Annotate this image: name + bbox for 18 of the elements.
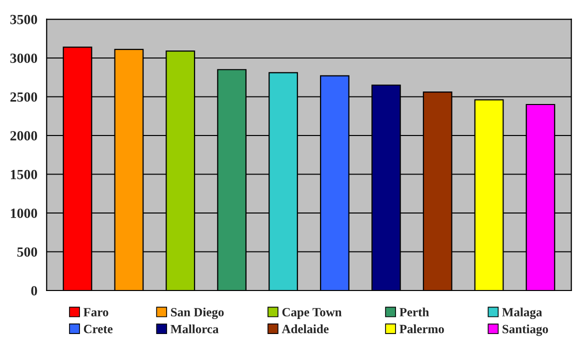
legend-label: Crete — [84, 324, 113, 334]
legend-label: Faro — [83, 308, 108, 316]
y-tick-label: 1000 — [10, 208, 38, 218]
legend-label: Malaga — [502, 308, 542, 320]
y-tick-label: 500 — [17, 247, 38, 257]
legend-label: Palermo — [400, 324, 444, 334]
y-tick-label: 3500 — [10, 14, 38, 24]
y-tick-label: 0 — [31, 286, 38, 296]
y-tick-label: 2500 — [10, 92, 38, 102]
y-tick-label: 3000 — [10, 54, 38, 63]
legend-label: Cape Town — [282, 308, 342, 319]
y-tick-label: 1500 — [10, 170, 38, 180]
legend-label: Mallorca — [170, 324, 219, 334]
legend-label: Adelaide — [282, 324, 329, 334]
legend-label: Perth — [400, 308, 429, 316]
legend-label: Santiago — [502, 324, 548, 336]
y-tick-label: 2000 — [10, 131, 38, 140]
legend-label: San Diego — [171, 308, 224, 320]
